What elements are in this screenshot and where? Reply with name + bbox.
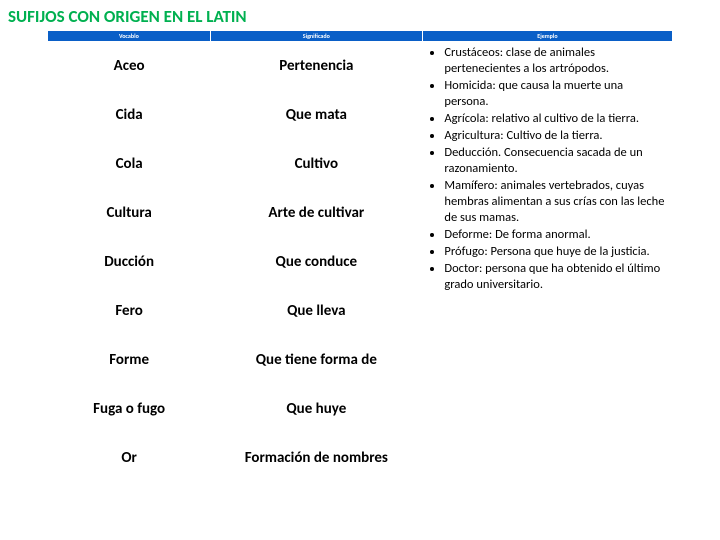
list-item: Prófugo: Persona que huye de la justicia… xyxy=(444,244,666,260)
list-item: Agricultura: Cultivo de la tierra. xyxy=(444,128,666,144)
list-item: Homicida: que causa la muerte una person… xyxy=(444,78,666,110)
list-item: Mamífero: animales vertebrados, cuyas he… xyxy=(444,178,666,226)
header-vocablo: Vocablo xyxy=(48,31,210,41)
cell-vocablo: Fero xyxy=(48,286,210,335)
cell-significado: Que mata xyxy=(210,90,422,139)
page-title: SUFIJOS CON ORIGEN EN EL LATIN xyxy=(0,0,720,31)
header-significado: Significado xyxy=(210,31,422,41)
cell-vocablo: Ducción xyxy=(48,237,210,286)
cell-vocablo: Aceo xyxy=(48,41,210,90)
table-header-row: Vocablo Significado Ejemplo xyxy=(48,31,672,41)
cell-vocablo: Fuga o fugo xyxy=(48,384,210,433)
cell-significado: Arte de cultivar xyxy=(210,188,422,237)
cell-vocablo: Cida xyxy=(48,90,210,139)
cell-significado: Formación de nombres xyxy=(210,433,422,482)
cell-vocablo: Cola xyxy=(48,139,210,188)
cell-significado: Que huye xyxy=(210,384,422,433)
example-list: Crustáceos: clase de animales pertenecie… xyxy=(428,45,666,293)
cell-significado: Que lleva xyxy=(210,286,422,335)
header-ejemplo: Ejemplo xyxy=(422,31,672,41)
list-item: Deforme: De forma anormal. xyxy=(444,227,666,243)
cell-significado: Que conduce xyxy=(210,237,422,286)
list-item: Doctor: persona que ha obtenido el últim… xyxy=(444,261,666,293)
cell-significado: Cultivo xyxy=(210,139,422,188)
cell-ejemplos: Crustáceos: clase de animales pertenecie… xyxy=(422,41,672,482)
list-item: Agrícola: relativo al cultivo de la tier… xyxy=(444,111,666,127)
table-row: Aceo Pertenencia Crustáceos: clase de an… xyxy=(48,41,672,90)
cell-significado: Pertenencia xyxy=(210,41,422,90)
cell-vocablo: Forme xyxy=(48,335,210,384)
cell-vocablo: Cultura xyxy=(48,188,210,237)
cell-significado: Que tiene forma de xyxy=(210,335,422,384)
list-item: Crustáceos: clase de animales pertenecie… xyxy=(444,45,666,77)
list-item: Deducción. Consecuencia sacada de un raz… xyxy=(444,145,666,177)
suffix-table: Vocablo Significado Ejemplo Aceo Pertene… xyxy=(48,31,672,482)
table-container: Vocablo Significado Ejemplo Aceo Pertene… xyxy=(0,31,720,482)
cell-vocablo: Or xyxy=(48,433,210,482)
